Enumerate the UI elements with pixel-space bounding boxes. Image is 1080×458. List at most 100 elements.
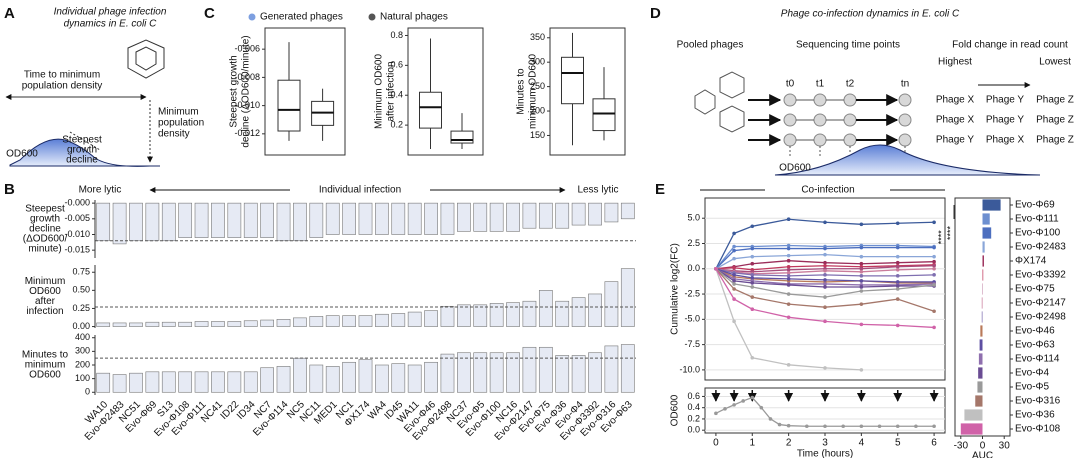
bar [506,352,520,393]
bar [178,202,193,238]
point [823,252,827,257]
point [895,260,900,265]
series-line [715,268,935,286]
point [859,285,864,289]
header-left: More lytic [79,185,122,196]
bar [538,202,553,229]
bar [309,364,324,393]
y-tick-label: -0.005 [64,213,90,223]
point [750,261,755,266]
x-tick-label: 30 [999,441,1011,452]
panel-label: D [650,5,661,22]
bar [375,202,389,235]
bar [161,202,176,242]
pooled-label: Pooled phages [677,40,744,51]
point [859,279,864,283]
point [823,260,827,265]
min-label: density [158,129,190,140]
y-tick-label: 0.6 [687,391,700,401]
bar [424,361,438,393]
time-point: t0 [786,79,795,90]
bar [211,202,225,238]
header-center: Individual infection [319,185,401,196]
bar [243,202,258,238]
bar [982,255,984,267]
point [859,254,864,259]
y-tick-label: -0.008 [234,72,260,82]
bar [620,268,635,327]
bar [293,202,307,242]
point [859,322,864,327]
bar [243,371,258,393]
y-tick-label: 200 [75,359,90,369]
panel-a-art [5,39,165,167]
point [714,411,718,416]
bar [145,371,160,393]
y-tick-label: -0.012 [234,128,260,138]
bar [276,202,291,242]
series-line [715,260,935,270]
y-axis-label: Steepest growth [229,55,240,127]
series-line [715,268,935,283]
point [859,266,864,271]
bar [979,339,983,351]
bar [588,293,602,327]
bar [571,297,586,327]
point [786,258,791,263]
bar [407,311,422,327]
bar [522,202,537,229]
point [732,273,736,277]
bar [161,321,176,327]
y-tick-label: -0.000 [64,198,90,208]
bar [227,202,242,238]
point [786,315,791,320]
bar [982,227,992,239]
y-axis-label: Steepest [25,204,65,215]
bar [260,202,274,238]
bar [571,355,586,393]
bar [440,305,455,327]
x-tick-label: 0 [980,441,986,452]
y-tick-label: 0.2 [687,413,700,423]
bar [980,325,983,337]
category-label: Evo-Φ4 [1015,368,1050,379]
point [823,269,827,273]
series-line [715,268,935,298]
bar [96,202,111,242]
series-line [715,264,935,271]
category-label: Evo-Φ2147 [1015,298,1066,309]
phage-rank: Phage X [936,115,975,126]
bar [342,202,356,235]
series-line [715,218,935,270]
highest-label: Highest [938,57,972,68]
point [859,261,864,266]
phage-rank: Phage Z [1036,95,1074,106]
category-label: Evo-Φ69 [1015,200,1055,211]
point [895,284,900,288]
panel-d-art [694,71,1041,176]
steepest-label: decline [66,155,98,166]
legend-label: Natural phages [380,12,448,23]
bar [194,371,209,393]
bar [620,344,635,393]
min-label: population [158,118,204,129]
panel-label: C [204,5,215,22]
bar [522,346,537,393]
box [592,98,616,132]
bar [260,367,274,393]
y-tick-label: 0.2 [390,119,403,129]
bar [211,321,225,327]
bar [440,353,455,393]
series-line [715,268,935,275]
x-tick-label: 3 [822,438,828,449]
category-label: Evo-Φ111 [1015,214,1059,225]
y-axis-label: after [35,296,56,307]
x-axis-label: Time (hours) [797,449,853,458]
series-line [715,246,935,270]
bar [309,316,324,327]
x-tick-label: 2 [786,438,792,449]
bar [981,311,983,323]
od-label: OD600 [6,149,38,160]
point [859,274,864,278]
category-label: Evo-Φ108 [1015,424,1061,435]
